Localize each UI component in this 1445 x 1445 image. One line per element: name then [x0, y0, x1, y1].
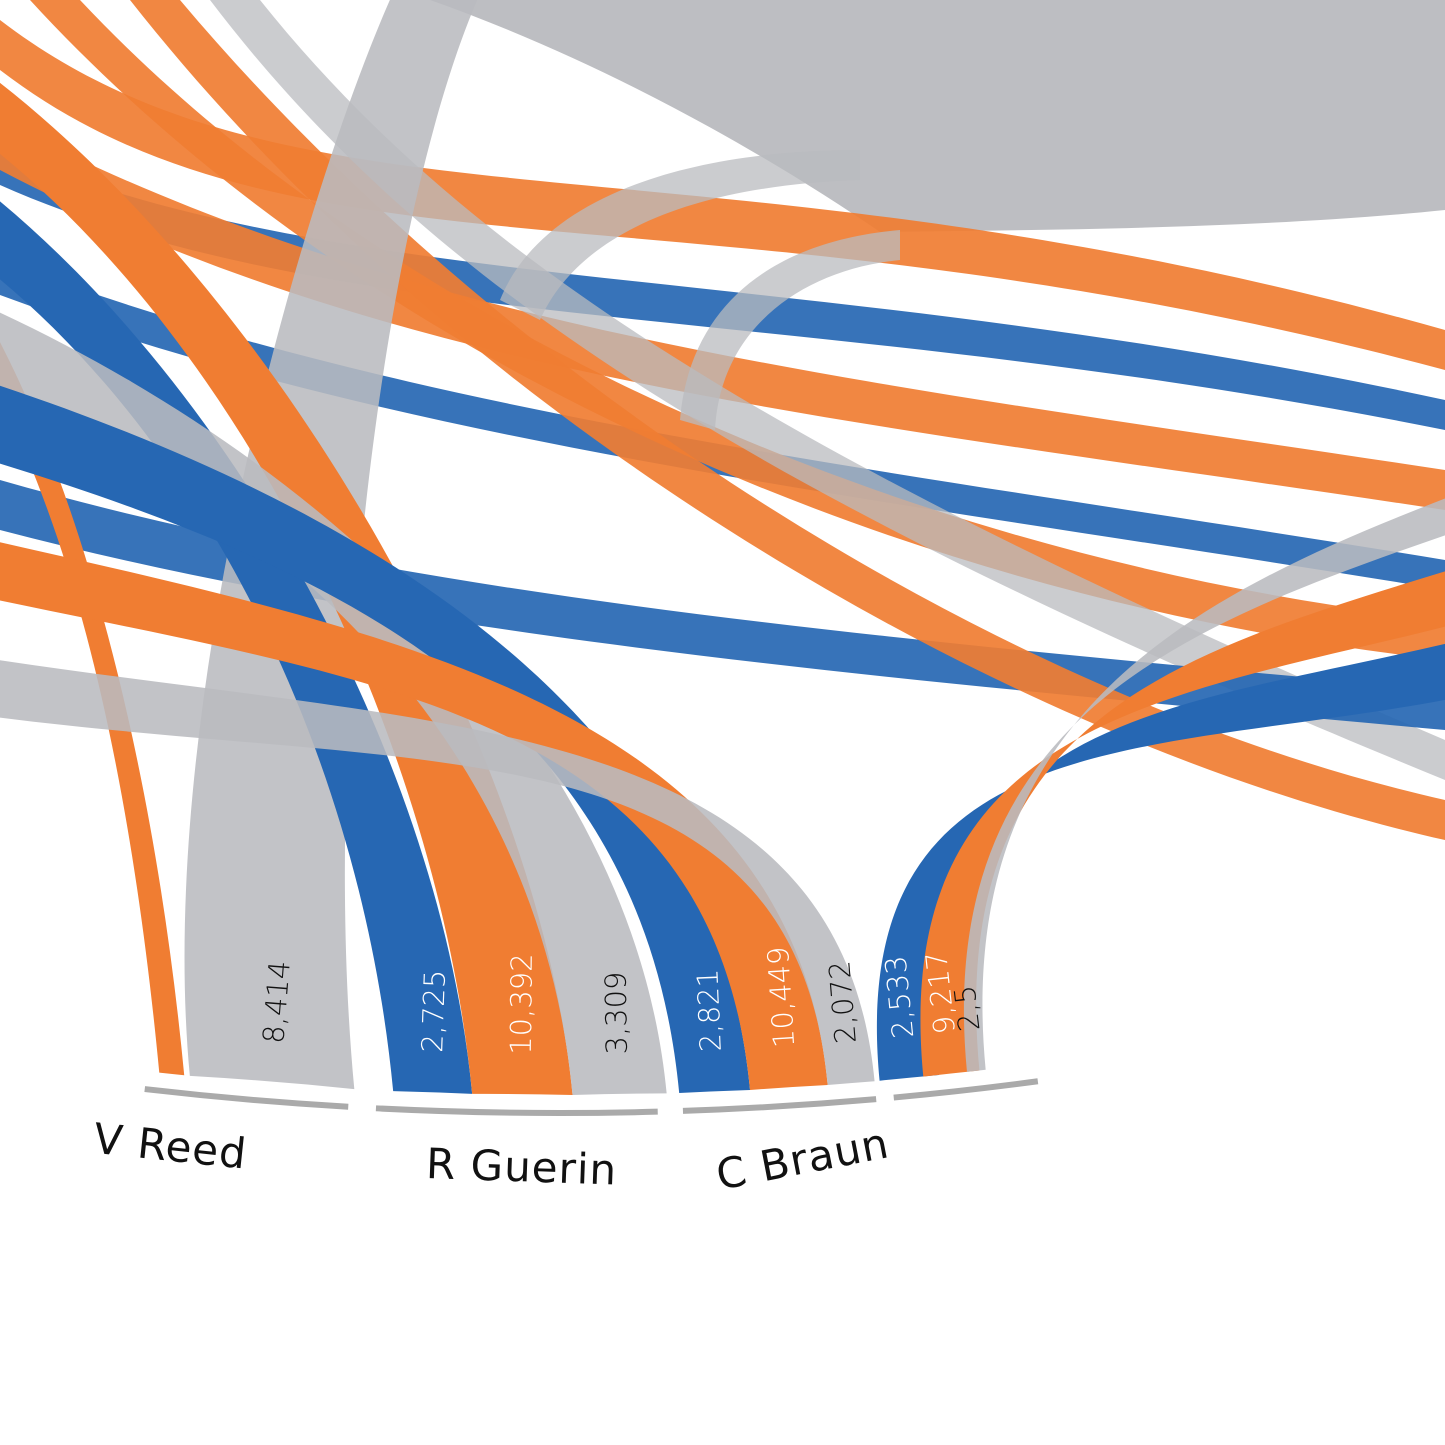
group-label-r-guerin: R Guerin	[425, 1139, 618, 1195]
group-labels-layer: V Reed R Guerin C Braun	[91, 1114, 893, 1200]
group-label-c-braun: C Braun	[712, 1118, 893, 1199]
background-ribbon-8	[500, 150, 860, 320]
value-label: 2,072	[822, 959, 863, 1045]
group-arc	[375, 1105, 658, 1116]
value-label: 3,309	[599, 971, 634, 1055]
ribbon-v-reed-orange	[0, 342, 185, 1076]
background-ribbon-9	[680, 230, 900, 430]
value-label: 10,392	[504, 953, 539, 1055]
group-arcs-layer	[144, 1078, 1039, 1116]
value-label: 2,5	[947, 984, 986, 1034]
group-arc	[893, 1078, 1039, 1101]
background-ribbon-1	[0, 150, 1445, 430]
group-label-v-reed: V Reed	[91, 1114, 249, 1179]
ribbons-layer	[0, 0, 1445, 1095]
value-label: 8,414	[256, 959, 297, 1044]
group-arc	[144, 1086, 349, 1110]
ribbon-r-guerin-orange	[0, 83, 573, 1095]
background-ribbon-6	[0, 480, 1445, 730]
ribbon-c-braun-blue	[0, 385, 751, 1094]
background-ribbon-3	[0, 260, 1445, 590]
value-labels-layer: 8,414 2,725 10,392 3,309 2,821 10,449 2,072 2,5…	[256, 946, 986, 1055]
ribbon-c-braun-gray	[0, 660, 875, 1086]
background-ribbon	[430, 0, 1445, 232]
ribbon-group-3-gray	[963, 498, 1445, 1072]
ribbon-r-guerin-blue	[0, 201, 473, 1094]
background-ribbon-2	[0, 120, 1445, 510]
background-ribbon-0	[0, 20, 1445, 370]
value-label: 10,449	[761, 946, 801, 1049]
value-label: 2,821	[690, 968, 728, 1052]
ribbon-r-guerin-gray	[0, 312, 667, 1095]
value-label: 2,533	[878, 954, 920, 1040]
value-label: 2,725	[415, 969, 452, 1053]
group-arc	[682, 1096, 877, 1114]
